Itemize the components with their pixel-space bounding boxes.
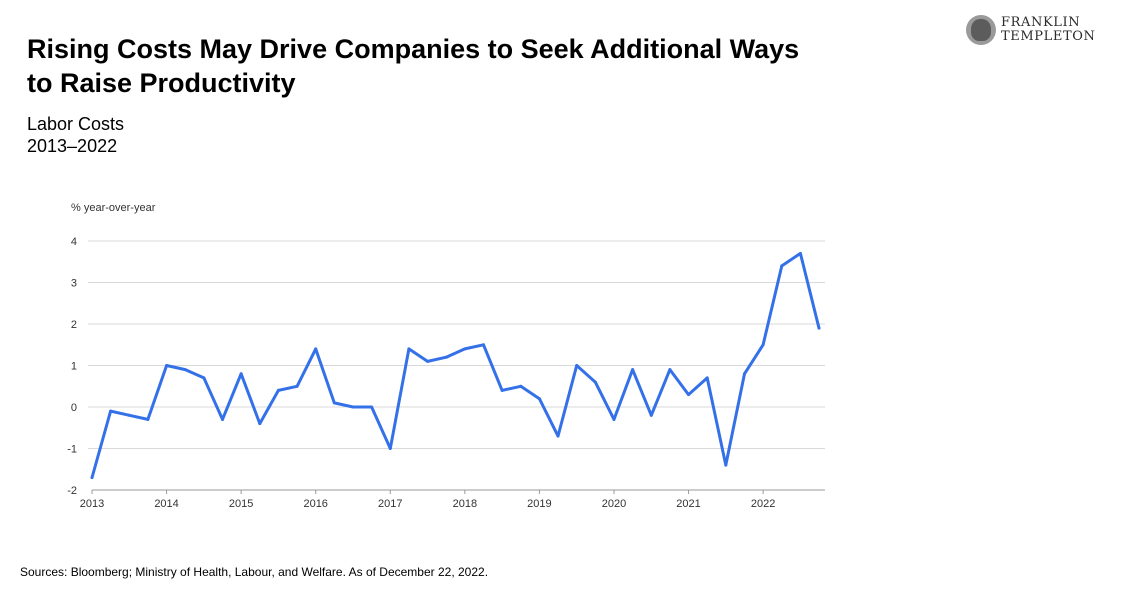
y-tick-label: 2 [71, 319, 77, 331]
data-point [407, 347, 411, 351]
chart-subtitle: Labor Costs 2013–2022 [27, 113, 124, 157]
x-tick-label: 2019 [527, 498, 551, 510]
data-point [332, 401, 336, 405]
source-note: Sources: Bloomberg; Ministry of Health, … [20, 565, 489, 579]
logo-line-1: FRANKLIN [1001, 15, 1081, 30]
x-tick-label: 2013 [80, 498, 104, 510]
data-point [183, 368, 187, 372]
gridlines [88, 240, 825, 449]
data-point [481, 343, 485, 347]
y-axis-label: % year-over-year [71, 202, 156, 214]
data-point [314, 347, 318, 351]
data-point [761, 343, 765, 347]
data-point [444, 355, 448, 359]
y-tick-label: 1 [71, 361, 77, 373]
data-point [463, 347, 467, 351]
x-tick-label: 2021 [676, 498, 700, 510]
y-tick-label: -2 [67, 485, 77, 497]
y-tick-label: 0 [71, 402, 77, 414]
x-tick-label: 2020 [602, 498, 626, 510]
x-tick-label: 2018 [453, 498, 477, 510]
data-point [388, 447, 392, 450]
data-point [202, 376, 206, 380]
data-point [426, 359, 430, 363]
x-tick-label: 2022 [751, 498, 775, 510]
logo-wordmark: FRANKLIN TEMPLETON [1001, 16, 1095, 44]
data-point [705, 376, 709, 380]
data-point [687, 393, 691, 397]
x-tick-label: 2014 [154, 498, 178, 510]
chart-title: Rising Costs May Drive Companies to Seek… [27, 34, 800, 98]
data-point [817, 326, 821, 330]
logo-line-2: TEMPLETON [1001, 29, 1096, 44]
y-tick-label: 3 [71, 278, 77, 290]
data-point [631, 368, 635, 372]
y-tick-label: -1 [67, 444, 77, 456]
data-point [519, 384, 523, 388]
x-axis-ticks: 2013 2014 2015 2016 2017 2018 2019 2020 2021 2022 [80, 490, 775, 510]
data-point [593, 380, 597, 384]
data-point [649, 413, 653, 417]
data-point [537, 397, 541, 401]
series-line [90, 251, 821, 480]
x-tick-label: 2015 [229, 498, 253, 510]
y-tick-label: 4 [71, 236, 77, 248]
data-point [500, 388, 504, 392]
data-point [146, 417, 150, 421]
subtitle-date-range: 2013–2022 [27, 136, 118, 156]
data-point [90, 476, 94, 480]
data-point [165, 364, 169, 367]
x-tick-label: 2017 [378, 498, 402, 510]
data-point [780, 264, 784, 268]
data-point [109, 409, 113, 413]
y-axis-ticks: 4 3 2 1 0 -1 -2 [67, 236, 77, 497]
series-layer [90, 251, 821, 480]
data-point [612, 417, 616, 421]
data-point [724, 463, 728, 467]
data-point [351, 405, 355, 409]
data-point [276, 388, 280, 392]
data-point [668, 368, 672, 372]
subtitle-series-name: Labor Costs [27, 114, 125, 134]
data-point [575, 364, 579, 367]
franklin-templeton-logo: FRANKLIN TEMPLETON [966, 14, 1106, 46]
data-point [127, 413, 131, 417]
data-point [742, 372, 746, 376]
data-point [556, 434, 560, 438]
portrait-seal-icon [966, 15, 996, 45]
data-point [295, 384, 299, 388]
x-tick-label: 2016 [303, 498, 327, 510]
data-point [258, 422, 262, 426]
data-point [370, 405, 374, 409]
data-point [798, 251, 802, 255]
data-point [220, 417, 224, 421]
data-point [239, 372, 243, 376]
